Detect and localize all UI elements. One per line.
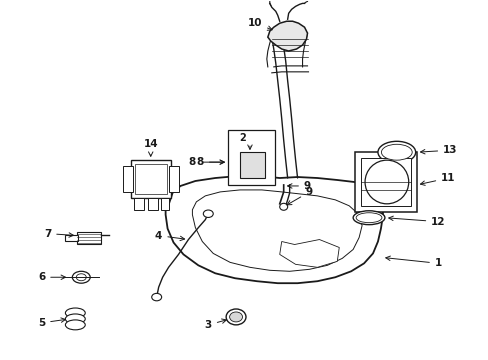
Bar bbox=[134, 198, 143, 210]
Bar bbox=[161, 198, 168, 210]
Polygon shape bbox=[279, 239, 339, 267]
Text: 8: 8 bbox=[188, 157, 196, 167]
Bar bbox=[65, 235, 78, 240]
Text: 11: 11 bbox=[420, 173, 455, 185]
Polygon shape bbox=[192, 190, 361, 271]
Text: 12: 12 bbox=[388, 216, 445, 227]
Ellipse shape bbox=[229, 312, 242, 322]
Text: 2: 2 bbox=[239, 133, 246, 143]
Ellipse shape bbox=[225, 309, 245, 325]
Bar bbox=[360, 158, 410, 206]
Text: 7: 7 bbox=[44, 229, 73, 239]
Ellipse shape bbox=[65, 308, 85, 318]
Ellipse shape bbox=[377, 141, 415, 163]
Ellipse shape bbox=[76, 274, 86, 281]
Text: 14: 14 bbox=[143, 139, 158, 156]
Bar bbox=[168, 166, 178, 192]
Polygon shape bbox=[267, 21, 307, 51]
Polygon shape bbox=[165, 176, 382, 283]
Text: 3: 3 bbox=[204, 319, 226, 330]
Bar bbox=[354, 152, 416, 212]
Bar bbox=[122, 166, 133, 192]
Ellipse shape bbox=[65, 314, 85, 324]
Ellipse shape bbox=[65, 320, 85, 330]
Text: 8: 8 bbox=[196, 157, 224, 167]
Text: 9: 9 bbox=[286, 187, 312, 205]
Bar bbox=[240, 152, 264, 178]
Ellipse shape bbox=[203, 210, 213, 217]
Bar bbox=[135, 164, 166, 194]
Ellipse shape bbox=[279, 203, 287, 210]
Bar bbox=[147, 198, 157, 210]
Text: 4: 4 bbox=[155, 230, 184, 240]
Text: 13: 13 bbox=[420, 145, 457, 155]
Text: 1: 1 bbox=[385, 256, 441, 268]
Bar bbox=[228, 130, 274, 185]
Bar bbox=[131, 160, 170, 198]
Ellipse shape bbox=[151, 293, 162, 301]
Ellipse shape bbox=[352, 211, 384, 225]
Ellipse shape bbox=[355, 213, 381, 223]
Text: 5: 5 bbox=[38, 318, 65, 328]
Bar bbox=[77, 231, 101, 243]
Text: 10: 10 bbox=[247, 18, 272, 30]
Ellipse shape bbox=[381, 144, 411, 160]
Ellipse shape bbox=[72, 271, 90, 283]
Ellipse shape bbox=[365, 160, 408, 204]
Text: 6: 6 bbox=[38, 272, 65, 282]
Text: 9: 9 bbox=[287, 181, 310, 191]
